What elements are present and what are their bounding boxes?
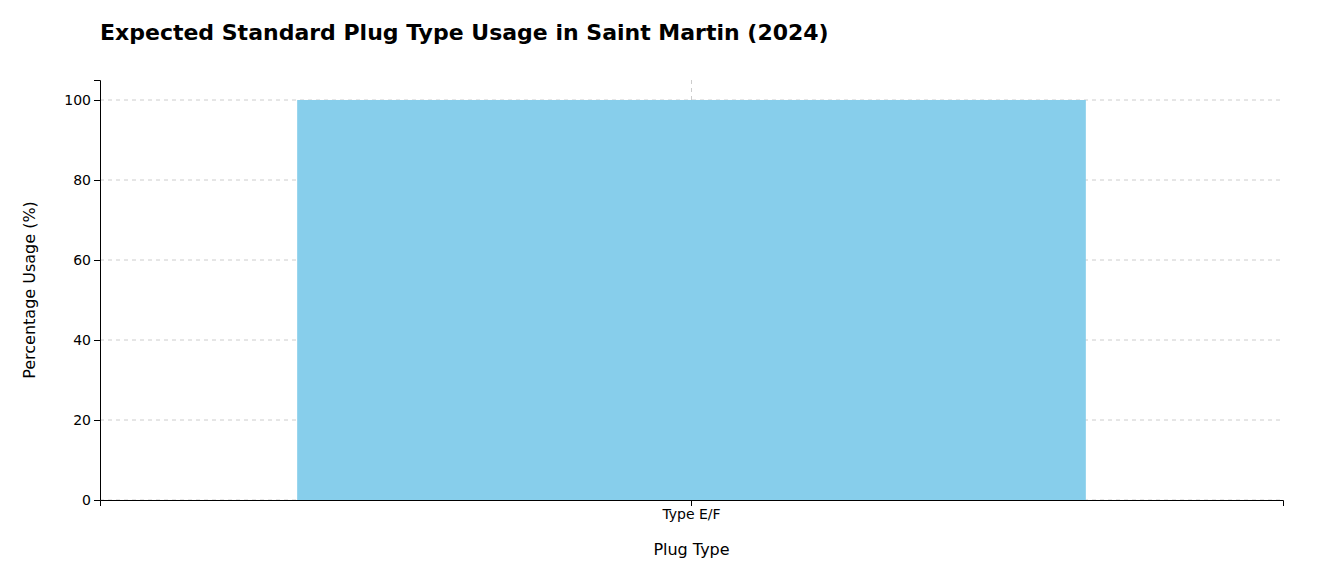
grid (100, 80, 1283, 500)
y-tick: 40 (73, 332, 100, 348)
y-tick-mark (94, 500, 100, 501)
y-tick-label: 80 (73, 172, 91, 188)
y-tick: 60 (73, 252, 100, 268)
x-tick-label: Type E/F (661, 506, 720, 522)
y-tick-label: 40 (73, 332, 91, 348)
y-tick-mark (94, 180, 100, 181)
y-tick-mark (94, 420, 100, 421)
y-tick: 20 (73, 412, 100, 428)
y-tick: 80 (73, 172, 100, 188)
y-tick-label: 60 (73, 252, 91, 268)
chart-title: Expected Standard Plug Type Usage in Sai… (100, 20, 829, 45)
y-axis-line (94, 81, 101, 501)
y-tick-label: 100 (64, 92, 91, 108)
x-tick: Type E/F (661, 500, 720, 522)
plot-area: 0 20 40 60 80 100 Type E/F (64, 80, 1283, 522)
x-axis: Type E/F (101, 500, 1284, 522)
y-axis-title: Percentage Usage (%) (20, 201, 39, 379)
chart-container: 0 20 40 60 80 100 Type E/F Expected Standard Pl… (0, 0, 1343, 580)
y-tick-mark (94, 100, 100, 101)
y-tick-mark (94, 340, 100, 341)
y-tick: 100 (64, 92, 100, 108)
y-tick-label: 20 (73, 412, 91, 428)
y-axis: 0 20 40 60 80 100 (64, 81, 100, 508)
y-tick-mark (94, 260, 100, 261)
chart-svg: 0 20 40 60 80 100 Type E/F Expected Standard Pl… (0, 0, 1343, 580)
y-tick: 0 (82, 492, 100, 508)
bars (297, 100, 1086, 500)
y-tick-label: 0 (82, 492, 91, 508)
x-axis-title: Plug Type (653, 540, 729, 559)
bar (297, 100, 1086, 500)
